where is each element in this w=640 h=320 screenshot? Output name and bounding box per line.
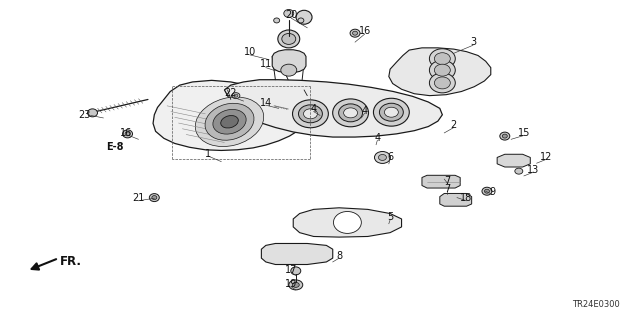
Text: 7: 7 <box>444 176 451 186</box>
Ellipse shape <box>374 151 390 164</box>
Text: 12: 12 <box>540 152 552 162</box>
Ellipse shape <box>482 187 492 195</box>
Text: 22: 22 <box>225 88 237 98</box>
Text: 21: 21 <box>132 193 145 203</box>
Text: 14: 14 <box>260 98 272 108</box>
Text: 13: 13 <box>527 164 540 174</box>
Ellipse shape <box>125 132 130 136</box>
Ellipse shape <box>289 280 303 290</box>
Ellipse shape <box>296 10 312 24</box>
Ellipse shape <box>378 155 387 160</box>
Text: 16: 16 <box>358 26 371 36</box>
Text: 1: 1 <box>205 148 212 159</box>
Ellipse shape <box>429 73 455 93</box>
Polygon shape <box>293 208 401 237</box>
Polygon shape <box>153 80 307 150</box>
Ellipse shape <box>152 196 157 200</box>
Text: 16: 16 <box>120 128 132 138</box>
Ellipse shape <box>221 116 238 128</box>
Polygon shape <box>497 154 531 167</box>
Text: 19: 19 <box>285 279 298 289</box>
Polygon shape <box>225 80 442 137</box>
Ellipse shape <box>374 98 410 126</box>
Text: 10: 10 <box>244 47 256 57</box>
Ellipse shape <box>88 109 97 117</box>
Polygon shape <box>422 175 460 188</box>
Text: 9: 9 <box>489 187 495 197</box>
Ellipse shape <box>344 108 358 118</box>
Ellipse shape <box>123 130 132 138</box>
Ellipse shape <box>234 94 238 97</box>
Ellipse shape <box>207 105 252 138</box>
Text: 11: 11 <box>260 60 272 69</box>
Ellipse shape <box>500 132 510 140</box>
Text: 5: 5 <box>387 212 393 222</box>
Ellipse shape <box>385 107 398 117</box>
Ellipse shape <box>502 134 508 138</box>
Text: 7: 7 <box>444 184 451 194</box>
Ellipse shape <box>219 114 240 130</box>
Ellipse shape <box>380 103 403 121</box>
Text: TR24E0300: TR24E0300 <box>572 300 620 309</box>
Ellipse shape <box>213 109 246 134</box>
Text: 8: 8 <box>336 251 342 260</box>
Ellipse shape <box>339 104 362 122</box>
Ellipse shape <box>298 18 304 23</box>
Ellipse shape <box>291 267 301 275</box>
Text: 4: 4 <box>374 133 380 143</box>
Ellipse shape <box>435 53 451 65</box>
Ellipse shape <box>195 97 264 147</box>
Ellipse shape <box>149 194 159 202</box>
Ellipse shape <box>205 103 254 140</box>
Text: 4: 4 <box>310 104 317 114</box>
Ellipse shape <box>282 34 296 44</box>
Ellipse shape <box>429 49 455 68</box>
Ellipse shape <box>298 105 323 123</box>
Ellipse shape <box>333 99 369 127</box>
Polygon shape <box>440 194 472 206</box>
Ellipse shape <box>515 168 523 174</box>
Ellipse shape <box>333 212 362 233</box>
Ellipse shape <box>350 29 360 37</box>
Ellipse shape <box>201 101 258 142</box>
Ellipse shape <box>292 283 300 287</box>
Ellipse shape <box>435 64 451 76</box>
Text: 23: 23 <box>78 110 90 120</box>
Text: 3: 3 <box>470 37 476 47</box>
Text: FR.: FR. <box>60 255 82 268</box>
Ellipse shape <box>303 109 317 119</box>
Text: 18: 18 <box>460 193 473 203</box>
Text: 6: 6 <box>387 152 393 162</box>
Ellipse shape <box>281 64 297 76</box>
Text: E-8: E-8 <box>106 142 124 152</box>
Text: 4: 4 <box>362 106 367 116</box>
Text: 15: 15 <box>518 128 530 138</box>
Ellipse shape <box>429 60 455 80</box>
Polygon shape <box>389 48 491 96</box>
Ellipse shape <box>435 77 451 89</box>
Ellipse shape <box>292 100 328 128</box>
Text: 17: 17 <box>285 265 298 275</box>
Ellipse shape <box>213 109 246 134</box>
Ellipse shape <box>484 189 490 193</box>
Text: 20: 20 <box>285 10 298 20</box>
Text: 2: 2 <box>451 120 457 130</box>
Polygon shape <box>261 244 333 265</box>
Ellipse shape <box>353 31 358 35</box>
Polygon shape <box>272 50 306 73</box>
Ellipse shape <box>278 30 300 48</box>
Ellipse shape <box>232 93 240 99</box>
Ellipse shape <box>274 18 280 23</box>
Ellipse shape <box>284 10 294 17</box>
